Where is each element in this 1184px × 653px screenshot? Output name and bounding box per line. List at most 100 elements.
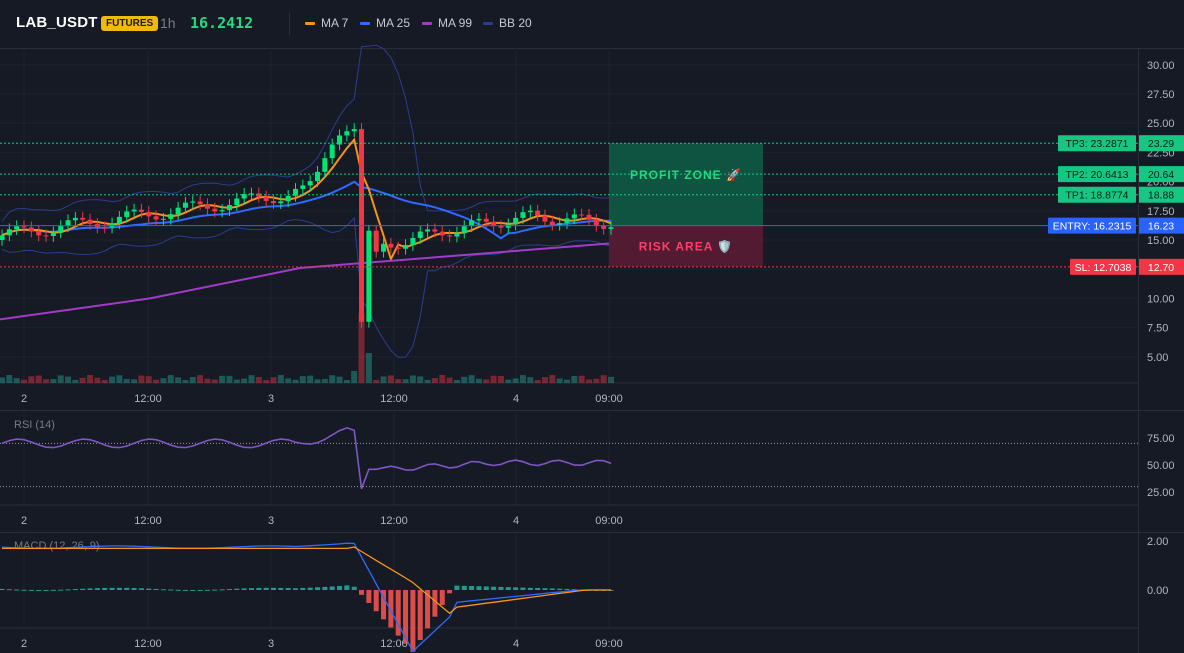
level-tag-tp2 [1058, 166, 1136, 183]
level-tag-text-tp3: TP3: 23.2871 [1065, 138, 1128, 150]
volume-bar [233, 379, 240, 383]
macd-histogram-bar [425, 590, 431, 629]
macd-histogram-bar [175, 589, 181, 591]
time-tick: 2 [21, 393, 27, 405]
macd-histogram-bar [21, 589, 27, 591]
legend-ma99-label: MA 99 [438, 16, 473, 30]
axis-tag-text-tp1: 18.88 [1148, 190, 1174, 202]
risk-zone [609, 225, 763, 267]
macd-histogram-bar [403, 590, 409, 644]
axis-labels: 30.0027.5025.0022.5020.0017.5015.0012.50… [21, 60, 1175, 650]
volume-bar [402, 379, 409, 383]
volume-bar [571, 375, 578, 383]
axis-tag-text-sl: 12.70 [1148, 262, 1174, 274]
volume-bar [21, 379, 28, 383]
volume-bar [417, 376, 424, 383]
volume-bar [255, 377, 262, 383]
level-tag-text-entry: ENTRY: 16.2315 [1053, 221, 1132, 233]
legend-ma99[interactable]: MA 99 [422, 16, 472, 30]
macd-histogram-bar [491, 586, 497, 590]
symbol-name[interactable]: LAB_USDT [16, 14, 98, 31]
candle-body [153, 216, 159, 220]
time-tick: 4 [513, 515, 519, 527]
macd-histogram-bar [388, 590, 394, 628]
volume-bar [446, 377, 453, 383]
rsi-pane-divider[interactable] [0, 410, 1184, 411]
volume-bar [519, 375, 526, 383]
bollinger-bands [1, 44, 612, 358]
volume-bar [490, 375, 497, 383]
volume-bar [453, 379, 460, 383]
macd-histogram-bar [270, 587, 276, 590]
volume-bar [94, 377, 101, 383]
macd-histogram-bar [395, 590, 401, 636]
time-tick: 3 [268, 393, 274, 405]
macd-histogram-bar [307, 587, 313, 590]
macd-histogram-bar [557, 588, 563, 590]
candle-body [146, 211, 152, 217]
candle-body [403, 245, 409, 249]
candle-body [461, 226, 467, 233]
macd-histogram-bar [168, 589, 174, 591]
macd-histogram-bar [381, 590, 387, 620]
macd-histogram-bar [102, 587, 108, 590]
macd-histogram-bar [212, 589, 218, 591]
legend-ma7[interactable]: MA 7 [305, 16, 348, 30]
axis-tag-entry [1139, 217, 1184, 234]
candle-body [564, 218, 570, 224]
macd-histogram-bar [116, 587, 122, 590]
volume-bar [153, 379, 160, 383]
macd-histogram-bar [241, 588, 247, 590]
level-tag-sl [1070, 258, 1136, 275]
candle-body [315, 171, 321, 182]
candle-body [513, 217, 519, 225]
candle-body [483, 218, 489, 222]
volume-bar [277, 375, 284, 383]
volume-bar [72, 379, 79, 383]
volume-bar [424, 379, 431, 383]
candle-body [447, 235, 453, 237]
volume-bar [167, 375, 174, 383]
candle-body [212, 208, 218, 212]
candle-body [204, 204, 210, 209]
volume-bar [351, 371, 358, 383]
legend-bb20[interactable]: BB 20 [483, 16, 532, 30]
macd-histogram-bar [410, 590, 416, 652]
candle-body [285, 195, 291, 202]
volume-bar [578, 375, 585, 383]
legend-ma25[interactable]: MA 25 [360, 16, 410, 30]
candle-body [21, 226, 27, 228]
macd-histogram-bar [483, 586, 489, 590]
macd-histogram-bar [542, 588, 548, 590]
volume-bar [461, 376, 468, 383]
volume-bar [483, 379, 490, 383]
volume-bar [321, 378, 328, 383]
volume-bar [468, 375, 475, 383]
macd-histogram-bar [182, 589, 188, 591]
level-tag-text-tp1: TP1: 18.8774 [1065, 190, 1128, 202]
candle-body [579, 214, 585, 216]
candle-body [124, 211, 130, 217]
candle-body [87, 219, 93, 224]
macd-histogram-bar [439, 590, 445, 605]
time-tick: 09:00 [595, 638, 623, 650]
macd-pane-divider[interactable] [0, 532, 1184, 533]
candle-body [131, 209, 137, 212]
risk-zone-label: RISK AREA 🛡️ [639, 239, 733, 253]
time-tick: 12:00 [380, 638, 408, 650]
candle-body [571, 214, 577, 219]
macd-histogram-bar [461, 585, 467, 590]
macd-histogram-bar [329, 586, 335, 590]
volume-bar [314, 379, 321, 383]
axis-tag-text-tp3: 23.29 [1148, 138, 1174, 150]
candle-body [344, 131, 350, 136]
volume-bar [182, 379, 189, 383]
timeframe-selector[interactable]: 1h [160, 15, 176, 31]
candle-body [520, 212, 526, 218]
macd-histogram-bar [292, 588, 298, 590]
macd-histogram-bar [94, 588, 100, 590]
volume-bar [556, 378, 563, 383]
macd-histogram-bar [454, 585, 460, 590]
candle-body [381, 243, 387, 252]
